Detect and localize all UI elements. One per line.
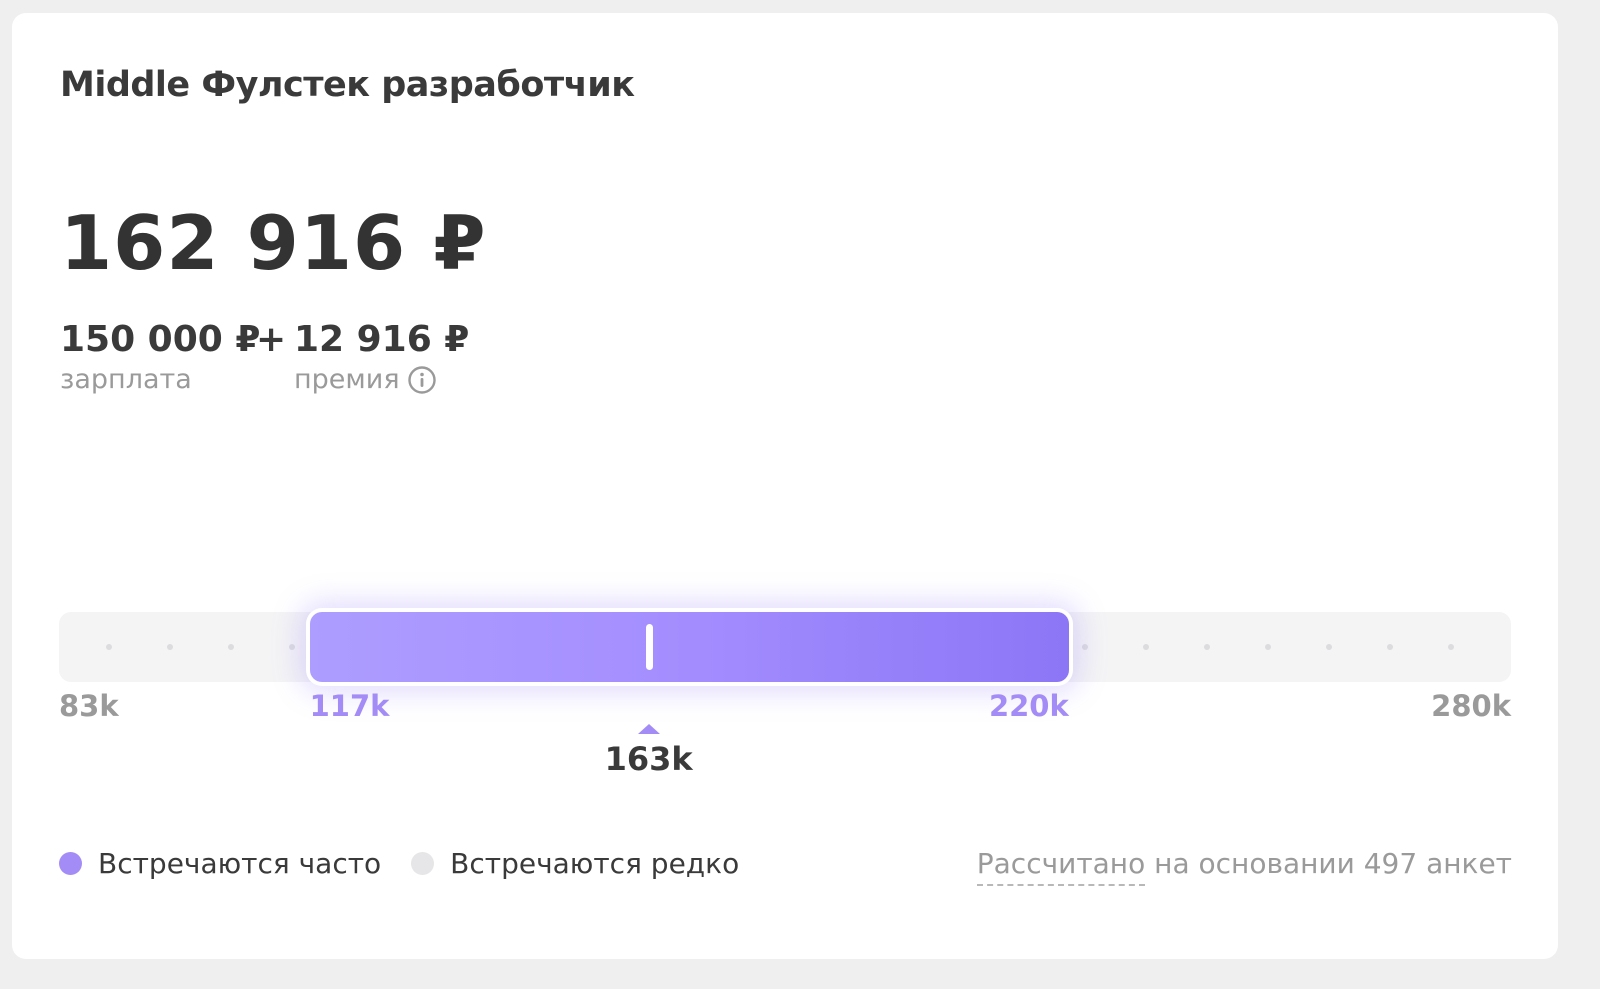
range-dot xyxy=(1204,644,1210,650)
range-dot xyxy=(1082,644,1088,650)
salary-card: Middle Фулстек разработчик 162 916 ₽ 150… xyxy=(12,13,1558,959)
income-breakdown: 150 000 ₽ зарплата + 12 916 ₽ премия xyxy=(60,319,560,419)
range-dot xyxy=(289,644,295,650)
bonus-value: 12 916 ₽ xyxy=(294,319,470,360)
footnote-text: на основании 497 анкет xyxy=(1154,847,1512,880)
info-icon[interactable] xyxy=(407,365,436,394)
legend-rare-label: Встречаются редко xyxy=(450,847,740,880)
median-label: 163k xyxy=(604,740,693,778)
legend: Встречаются часто Встречаются редко xyxy=(59,847,769,880)
range-dot xyxy=(228,644,234,650)
common-range-bar xyxy=(309,612,1069,682)
legend-often: Встречаются часто xyxy=(59,847,381,880)
common-to-label: 220k xyxy=(988,689,1069,723)
median-marker xyxy=(645,624,653,670)
legend-rare: Встречаются редко xyxy=(411,847,739,880)
range-dot xyxy=(106,644,112,650)
legend-often-dot xyxy=(59,852,82,875)
salary-label-text: зарплата xyxy=(60,364,192,395)
common-from-label: 117k xyxy=(309,689,390,723)
salary-block: 150 000 ₽ зарплата xyxy=(60,319,260,395)
range-dot xyxy=(1326,644,1332,650)
bonus-label: премия xyxy=(294,364,469,395)
bonus-block: 12 916 ₽ премия xyxy=(294,319,469,395)
median-caret-icon xyxy=(637,724,660,734)
range-min-label: 83k xyxy=(59,689,119,723)
salary-value: 150 000 ₽ xyxy=(60,319,261,360)
salary-label: зарплата xyxy=(60,364,260,395)
legend-rare-dot xyxy=(411,852,435,875)
range-dot xyxy=(167,644,173,650)
range-dot xyxy=(1387,644,1393,650)
bonus-label-text: премия xyxy=(294,364,400,395)
range-dot xyxy=(1265,644,1271,650)
range-dot xyxy=(1143,644,1149,650)
range-dot xyxy=(1448,644,1454,650)
range-max-label: 280k xyxy=(1431,689,1511,723)
job-title: Middle Фулстек разработчик xyxy=(60,65,635,105)
calculation-link[interactable]: Рассчитано xyxy=(976,847,1146,886)
footnote: Рассчитано на основании 497 анкет xyxy=(976,847,1512,886)
total-income: 162 916 ₽ xyxy=(60,199,487,287)
legend-often-label: Встречаются часто xyxy=(98,847,382,880)
plus-sign: + xyxy=(256,319,287,360)
